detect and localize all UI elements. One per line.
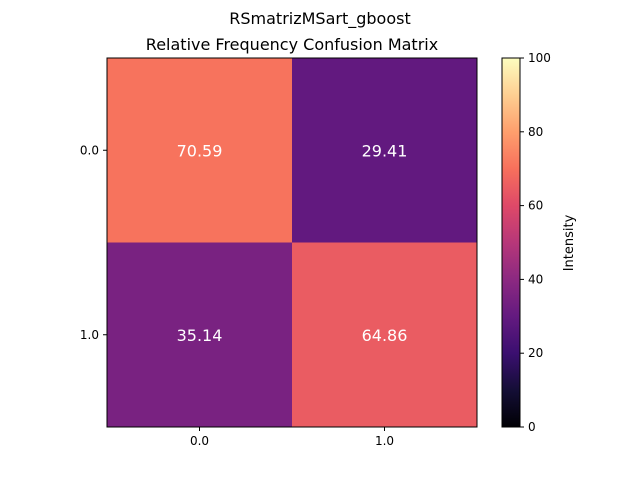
cell-label-1-0: 35.14: [177, 326, 223, 345]
colorbar-tick-label-3: 60: [528, 199, 543, 213]
x-tick-label-1: 1.0: [375, 434, 394, 448]
colorbar-tick-label-0: 0: [528, 420, 536, 434]
y-axis-ticks: 0.0 1.0: [80, 143, 107, 342]
heatmap-cell-0-1: [292, 58, 477, 243]
colorbar-tick-label-4: 80: [528, 125, 543, 139]
x-tick-label-0: 0.0: [190, 434, 209, 448]
colorbar-label: Intensity: [562, 214, 577, 271]
colorbar-ticks: 0 20 40 60 80 100: [520, 51, 551, 434]
cell-label-1-1: 64.86: [362, 326, 408, 345]
heatmap-cell-1-0: [107, 242, 292, 427]
x-axis-ticks: 0.0 1.0: [190, 427, 394, 448]
colorbar-tick-label-2: 40: [528, 272, 543, 286]
heatmap-cell-1-1: [292, 242, 477, 427]
colorbar-tick-label-5: 100: [528, 51, 551, 65]
cell-labels: 70.59 29.41 35.14 64.86: [177, 141, 408, 345]
cell-label-0-0: 70.59: [177, 141, 223, 160]
figure-suptitle: RSmatrizMSart_gboost: [229, 9, 410, 29]
plot-frame: [106, 57, 478, 428]
y-tick-label-1: 1.0: [80, 328, 99, 342]
colorbar-tick-label-1: 20: [528, 346, 543, 360]
colorbar: [501, 57, 521, 428]
heatmap-cells: [107, 58, 477, 427]
chart-title: Relative Frequency Confusion Matrix: [146, 35, 438, 54]
y-tick-label-0: 0.0: [80, 143, 99, 157]
cell-label-0-1: 29.41: [362, 141, 408, 160]
heatmap-cell-0-0: [107, 58, 292, 243]
